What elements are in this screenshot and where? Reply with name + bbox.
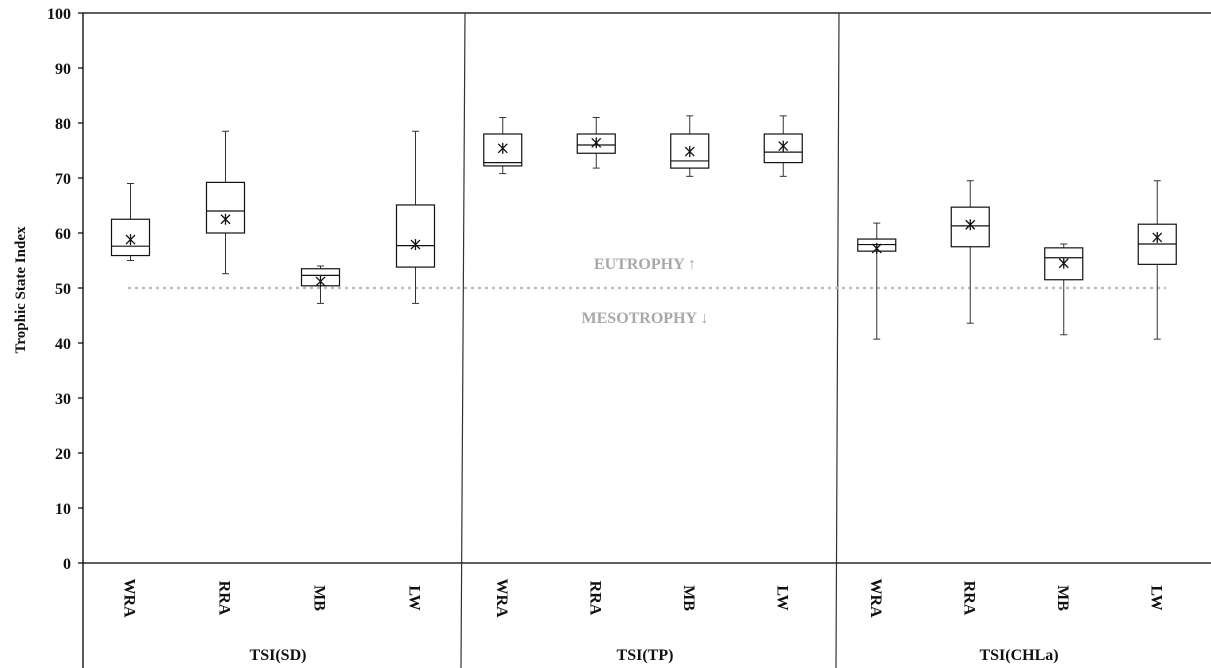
category-label: RRA bbox=[586, 581, 603, 616]
boxes-layer bbox=[110, 115, 1177, 340]
category-label: LW bbox=[406, 585, 423, 610]
category-label: MB bbox=[311, 585, 328, 611]
mean-marker bbox=[497, 142, 508, 154]
category-label: RRA bbox=[216, 581, 233, 616]
y-tick-label: 70 bbox=[55, 171, 71, 188]
mean-marker bbox=[410, 239, 421, 251]
y-tick-label: 20 bbox=[55, 446, 71, 463]
mean-marker bbox=[315, 275, 326, 287]
y-tick-label: 60 bbox=[55, 226, 71, 243]
y-tick-label: 100 bbox=[47, 6, 71, 23]
category-label: RRA bbox=[960, 581, 977, 616]
mean-marker bbox=[778, 140, 789, 152]
category-label: WRA bbox=[867, 578, 884, 618]
group-label: TSI(TP) bbox=[617, 647, 674, 664]
box-iqr bbox=[205, 181, 246, 234]
y-tick-label: 90 bbox=[55, 61, 71, 78]
group-label: TSI(CHLa) bbox=[979, 647, 1058, 664]
category-label: MB bbox=[680, 585, 697, 611]
mean-marker bbox=[591, 137, 602, 149]
category-label: LW bbox=[773, 585, 790, 610]
eutrophy-annotation: EUTROPHY ↑ bbox=[594, 256, 696, 273]
y-tick-label: 30 bbox=[55, 391, 71, 408]
labels-layer: 0 10 20 30 40 50 60 70 80 90 100 WRA RRA MB LW TSI(SD) W… bbox=[47, 6, 1164, 664]
group-separator bbox=[835, 12, 840, 668]
category-label: WRA bbox=[493, 578, 510, 618]
category-label: MB bbox=[1054, 585, 1071, 611]
y-tick-label: 50 bbox=[55, 281, 71, 298]
y-tick-label: 0 bbox=[63, 556, 71, 573]
group-label: TSI(SD) bbox=[250, 647, 307, 664]
category-label: LW bbox=[1147, 585, 1164, 610]
mean-marker bbox=[125, 234, 136, 246]
mean-marker bbox=[684, 146, 695, 158]
y-tick-label: 40 bbox=[55, 336, 71, 353]
group-separator bbox=[460, 12, 466, 668]
plot-frame bbox=[78, 12, 1211, 668]
mesotrophy-annotation: MESOTROPHY ↓ bbox=[582, 310, 709, 327]
mean-marker bbox=[871, 242, 882, 254]
y-tick-label: 80 bbox=[55, 116, 71, 133]
y-tick-label: 10 bbox=[55, 501, 71, 518]
mean-marker bbox=[220, 213, 231, 225]
y-axis-label: Trophic State Index bbox=[13, 226, 29, 353]
mean-marker bbox=[965, 219, 976, 231]
mean-marker bbox=[1058, 257, 1069, 269]
category-label: WRA bbox=[121, 578, 138, 618]
mean-marker bbox=[1152, 231, 1163, 243]
box-iqr bbox=[395, 204, 436, 268]
